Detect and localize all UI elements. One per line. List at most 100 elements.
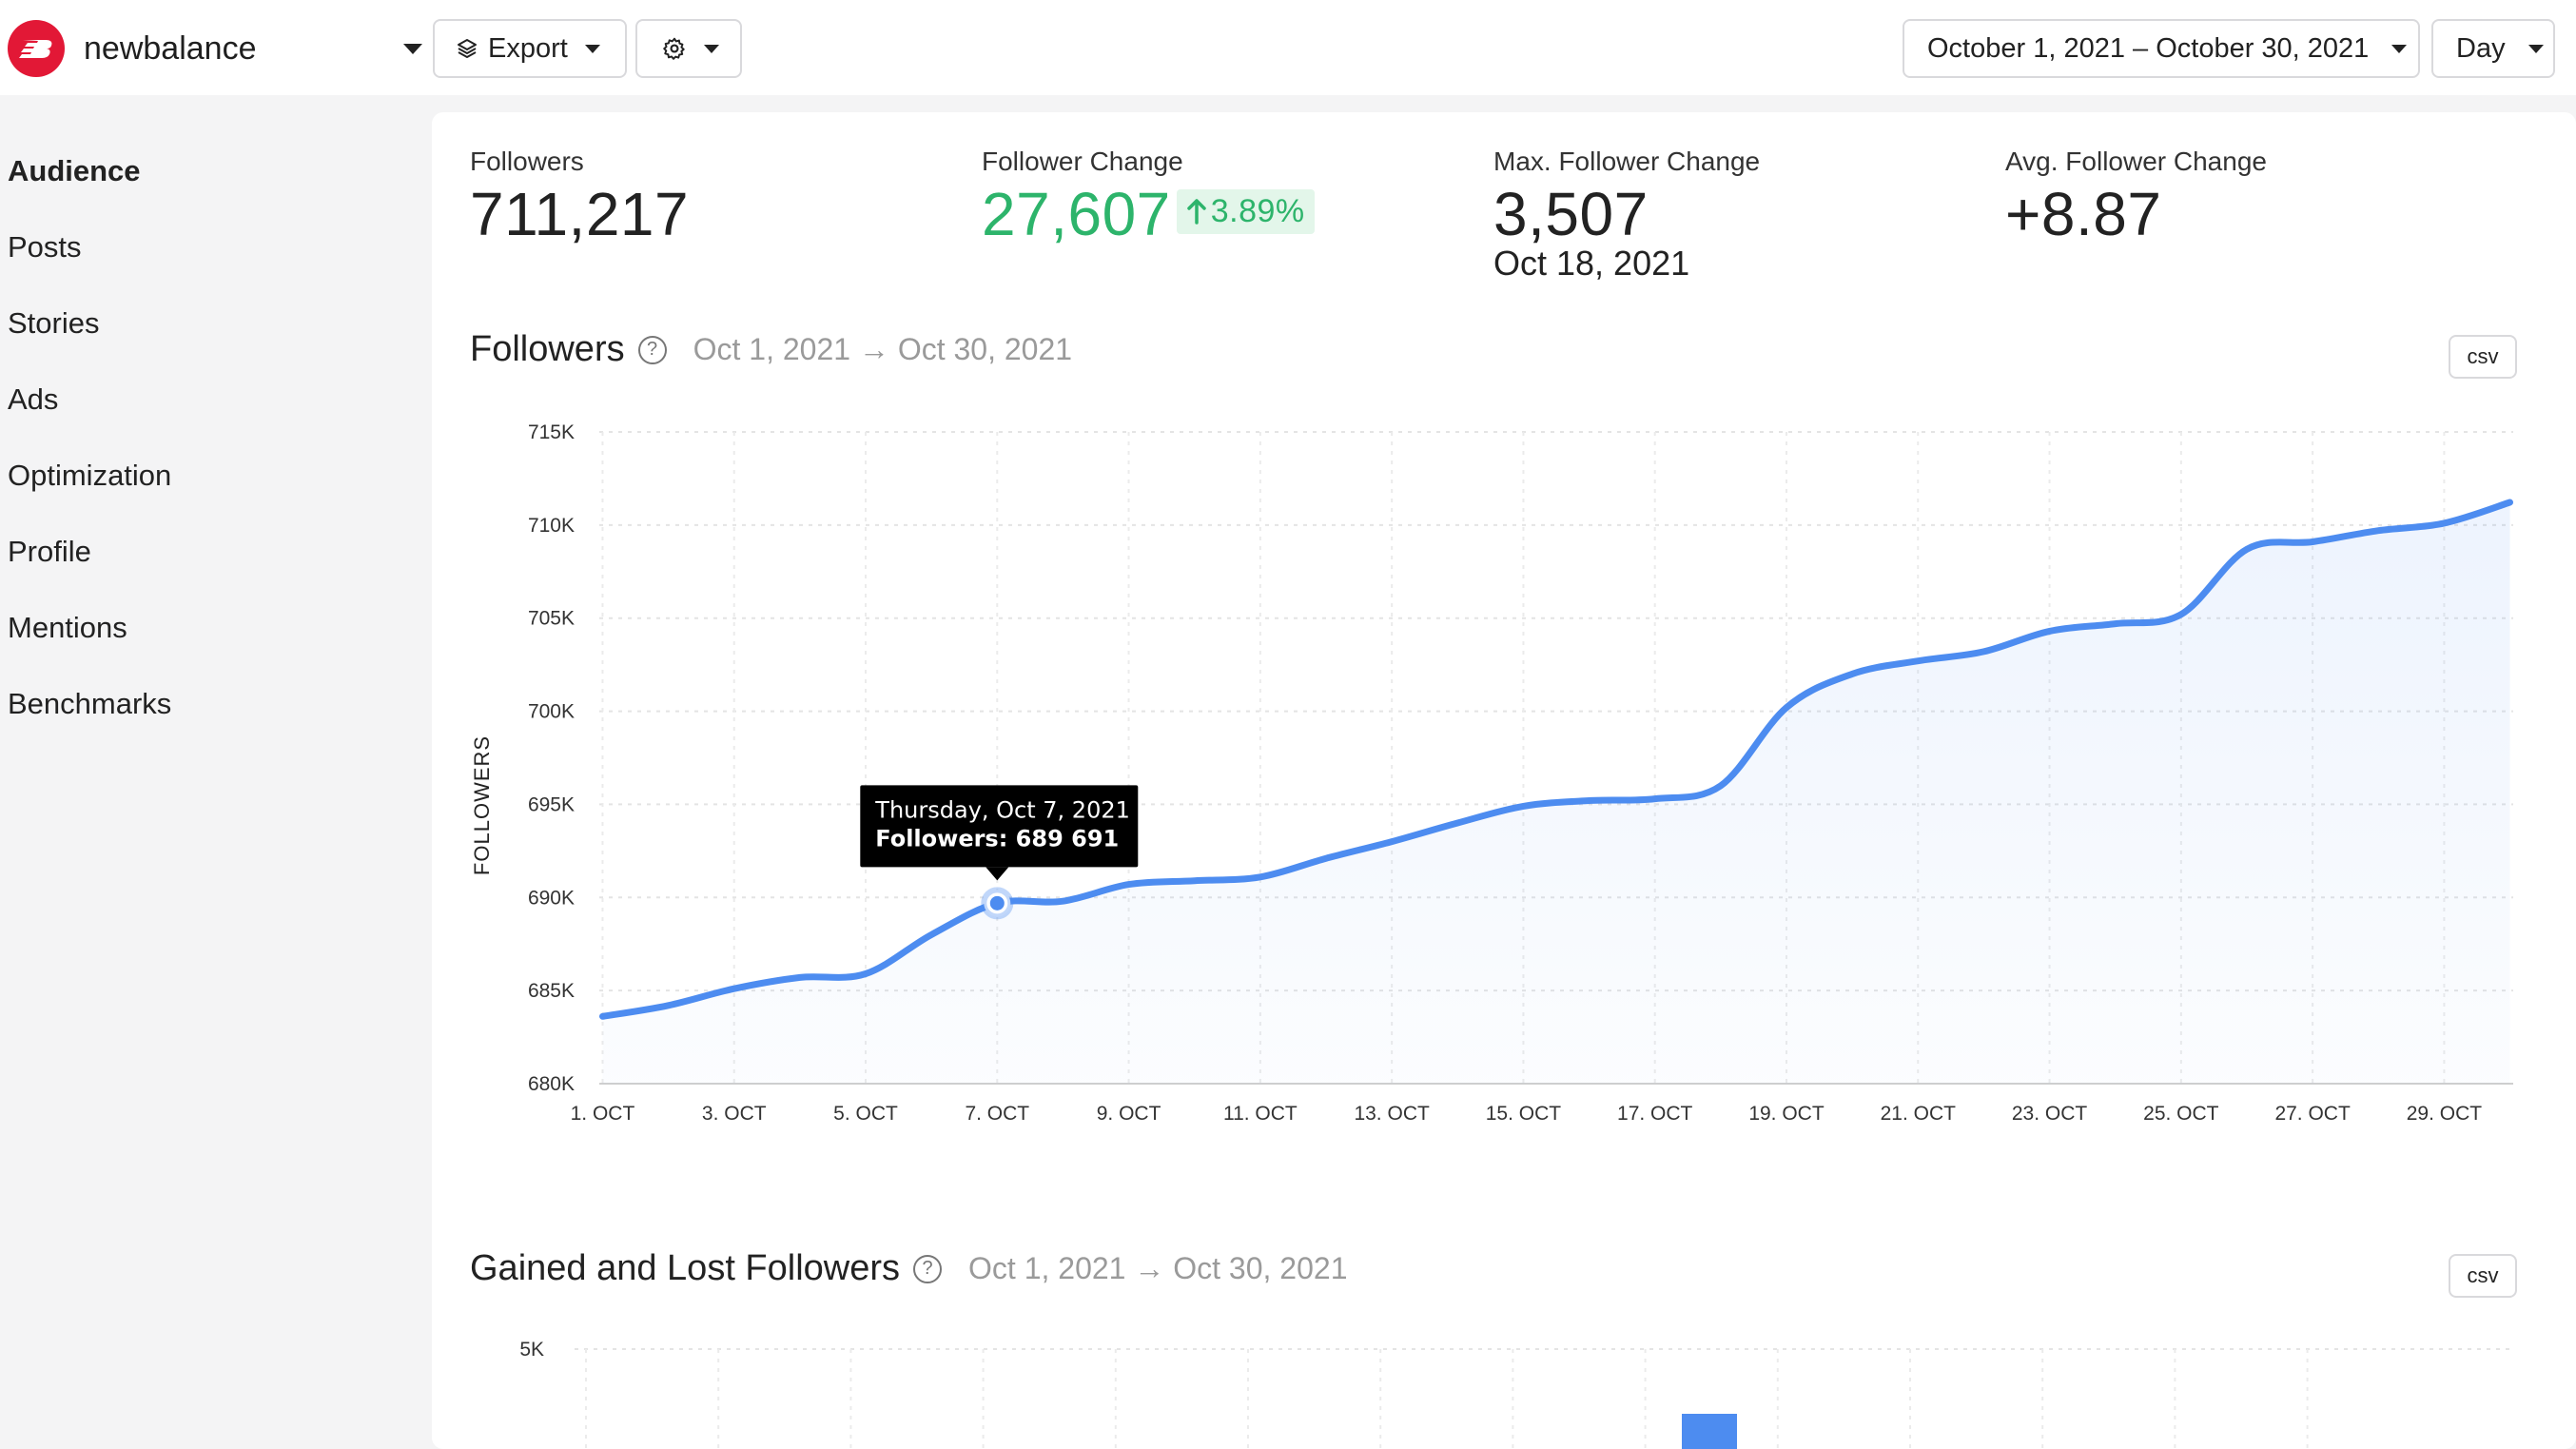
top-bar: newbalance Export October 1, 2021 – Octo…: [0, 0, 2576, 95]
highlight-point: [986, 892, 1007, 913]
data-point: [2441, 520, 2447, 526]
export-label: Export: [488, 32, 568, 64]
data-point: [1520, 803, 1526, 809]
data-point: [2375, 528, 2381, 534]
data-point: [1915, 658, 1921, 664]
y-tick-label: 5K: [519, 1339, 544, 1361]
data-point: [1784, 705, 1789, 711]
kpi-value-row: 27,607 3.89%: [982, 179, 1315, 249]
kpi-followers: Followers 711,217: [470, 147, 689, 249]
y-tick-label: 685K: [528, 980, 575, 1002]
y-tick-label: 715K: [528, 421, 575, 443]
sidebar-item-posts[interactable]: Posts: [8, 230, 82, 264]
x-tick-label: 25. OCT: [2143, 1103, 2219, 1125]
kpi-value: +8.87: [2005, 180, 2162, 248]
x-tick-label: 5. OCT: [833, 1103, 898, 1125]
sidebar-item-optimization[interactable]: Optimization: [8, 459, 172, 492]
kpi-date: Oct 18, 2021: [1493, 244, 1690, 283]
tooltip-pointer: [986, 867, 1009, 881]
kpi-label: Follower Change: [982, 147, 1183, 176]
chevron-down-icon: [2391, 44, 2408, 53]
kpi-avg-change: Avg. Follower Change +8.87: [2005, 147, 2267, 249]
data-point: [1587, 798, 1592, 804]
kpi-label: Followers: [470, 147, 584, 176]
section-title: Followers: [470, 329, 625, 369]
data-point: [666, 1003, 672, 1008]
data-point: [1323, 855, 1329, 861]
csv-download-button[interactable]: csv: [2449, 335, 2517, 379]
bar: [1682, 1414, 1737, 1449]
data-point: [732, 986, 737, 991]
x-tick-label: 27. OCT: [2274, 1103, 2351, 1125]
kpi-value: 3,507: [1493, 180, 1649, 248]
sidebar-item-profile[interactable]: Profile: [8, 535, 91, 568]
granularity-select[interactable]: Day: [2431, 19, 2555, 78]
data-point: [2244, 546, 2250, 552]
layers-icon: [458, 39, 477, 58]
followers-chart: 715K 710K 705K 700K 695K 690K 685K 680K 1. OCT 3.…: [470, 421, 2513, 1125]
data-point: [1454, 820, 1460, 826]
account-switcher[interactable]: newbalance: [8, 19, 256, 78]
section-date-range: Oct 1, 2021 → Oct 30, 2021: [968, 1251, 1348, 1285]
tooltip-date: Thursday, Oct 7, 2021: [874, 796, 1130, 823]
kpi-value: 27,607: [982, 180, 1171, 248]
x-tick-label: 17. OCT: [1617, 1103, 1693, 1125]
data-point: [1652, 796, 1658, 802]
csv-download-button[interactable]: csv: [2449, 1254, 2517, 1298]
date-range-picker[interactable]: October 1, 2021 – October 30, 2021: [1903, 19, 2420, 78]
x-tick-label: 13. OCT: [1354, 1103, 1430, 1125]
data-point: [1126, 882, 1132, 888]
x-tick-label: 9. OCT: [1097, 1103, 1161, 1125]
sidebar-item-audience[interactable]: Audience: [8, 154, 141, 187]
sidebar-item-stories[interactable]: Stories: [8, 306, 100, 340]
series-line: [599, 499, 2513, 1020]
new-balance-logo-icon: [8, 20, 65, 77]
charts-canvas: 715K 710K 705K 700K 695K 690K 685K 680K 1. OCT 3.…: [470, 421, 2513, 1449]
kpi-max-change: Max. Follower Change 3,507 Oct 18, 2021: [1493, 147, 1760, 284]
sidebar-item-mentions[interactable]: Mentions: [8, 611, 127, 644]
help-icon[interactable]: ?: [637, 335, 667, 364]
data-point: [2178, 612, 2184, 617]
followers-section-header: Followers ? Oct 1, 2021 → Oct 30, 2021: [470, 329, 1072, 370]
granularity-label: Day: [2456, 32, 2506, 64]
chevron-down-icon: [704, 44, 719, 53]
x-tick-label: 11. OCT: [1223, 1103, 1298, 1125]
kpi-follower-change: Follower Change 27,607 3.89%: [982, 147, 1315, 249]
y-tick-label: 705K: [528, 608, 575, 630]
settings-button[interactable]: [635, 19, 742, 78]
data-point: [1849, 671, 1855, 676]
export-button[interactable]: Export: [433, 19, 627, 78]
data-point: [863, 971, 868, 977]
kpi-value: 711,217: [470, 180, 690, 248]
audience-card: Followers 711,217 Follower Change 27,607…: [432, 112, 2576, 1449]
data-point: [2310, 538, 2315, 544]
x-tick-label: 21. OCT: [1881, 1103, 1957, 1125]
data-point: [599, 1013, 605, 1019]
kpi-label: Max. Follower Change: [1493, 147, 1761, 176]
sidebar-item-benchmarks[interactable]: Benchmarks: [8, 687, 172, 720]
y-tick-label: 700K: [528, 701, 575, 723]
x-tick-label: 29. OCT: [2407, 1103, 2483, 1125]
data-point: [797, 974, 803, 980]
y-tick-label: 710K: [528, 515, 575, 537]
data-point: [1192, 878, 1198, 884]
data-point: [2047, 628, 2053, 634]
series-area: [602, 502, 2510, 1084]
account-dropdown-chevron-icon[interactable]: [403, 44, 422, 54]
data-point: [1060, 898, 1065, 904]
x-tick-label: 3. OCT: [702, 1103, 767, 1125]
x-tick-label: 19. OCT: [1748, 1103, 1825, 1125]
gained-lost-chart: 5K: [519, 1339, 2513, 1449]
y-tick-label: 695K: [528, 793, 575, 815]
section-title: Gained and Lost Followers: [470, 1248, 901, 1288]
chevron-down-icon: [2527, 44, 2544, 53]
chevron-down-icon: [584, 44, 600, 53]
gear-icon: [663, 37, 685, 60]
gained-lost-section-header: Gained and Lost Followers ? Oct 1, 2021 …: [470, 1248, 1347, 1289]
brand-name: newbalance: [84, 29, 257, 67]
x-tick-label: 7. OCT: [965, 1103, 1029, 1125]
sidebar-item-ads[interactable]: Ads: [8, 382, 59, 416]
x-tick-label: 23. OCT: [2012, 1103, 2088, 1125]
help-icon[interactable]: ?: [913, 1254, 943, 1283]
